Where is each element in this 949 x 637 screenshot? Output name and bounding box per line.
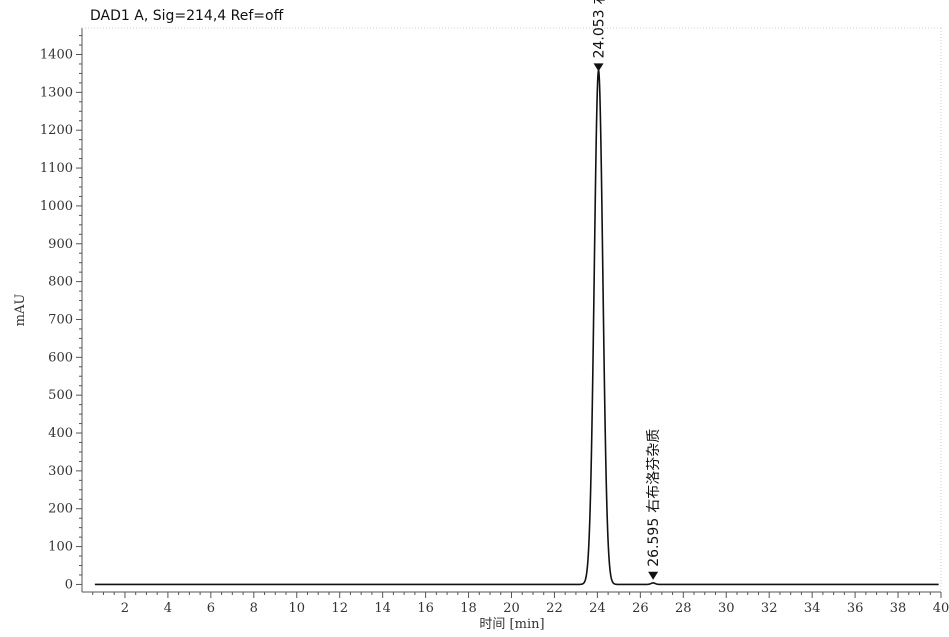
y-tick-label: 100 xyxy=(48,540,73,555)
x-tick-label: 12 xyxy=(331,601,348,616)
peak-marker xyxy=(593,63,604,72)
x-tick-label: 18 xyxy=(460,601,477,616)
x-tick-label: 14 xyxy=(374,601,391,616)
x-tick-label: 10 xyxy=(288,601,305,616)
y-tick-label: 800 xyxy=(48,275,73,290)
x-tick-label: 16 xyxy=(417,601,434,616)
x-tick-label: 26 xyxy=(632,601,649,616)
y-tick-label: 600 xyxy=(48,350,73,365)
y-tick-label: 900 xyxy=(48,237,73,252)
x-tick-label: 4 xyxy=(164,601,172,616)
x-tick-label: 32 xyxy=(761,601,778,616)
x-tick-label: 2 xyxy=(121,601,129,616)
y-tick-label: 1400 xyxy=(40,47,73,62)
y-tick-label: 500 xyxy=(48,388,73,403)
x-tick-label: 40 xyxy=(933,601,949,616)
peak-retention-time: 24.053 xyxy=(592,9,608,58)
chart-title: DAD1 A, Sig=214,4 Ref=off xyxy=(90,8,284,24)
y-tick-label: 300 xyxy=(48,464,73,479)
peak-marker xyxy=(648,571,659,580)
x-tick-label: 24 xyxy=(589,601,606,616)
y-tick-label: 400 xyxy=(48,426,73,441)
x-tick-label: 36 xyxy=(847,601,864,616)
x-tick-label: 34 xyxy=(804,601,821,616)
x-tick-label: 30 xyxy=(718,601,735,616)
y-tick-label: 200 xyxy=(48,502,73,517)
x-tick-label: 28 xyxy=(675,601,692,616)
x-tick-label: 22 xyxy=(546,601,563,616)
axes xyxy=(81,27,942,593)
peak-retention-time: 26.595 xyxy=(646,518,662,567)
y-tick-label: 1000 xyxy=(40,199,73,214)
y-tick-label: 0 xyxy=(65,577,73,592)
peak-compound-name: 右布洛芬 xyxy=(592,0,608,4)
x-axis-label: 时间 [min] xyxy=(479,617,544,632)
y-axis-label: mAU xyxy=(13,294,28,327)
peak-compound-name: 右布洛芬杂质 xyxy=(646,429,662,513)
peak-label: 24.053 右布洛芬 xyxy=(592,0,608,58)
y-tick-label: 1300 xyxy=(40,85,73,100)
ticks: 2 4 6 8 10 12 14 16 18 20 22 24 26 28 30 32 34 36 38 400100… xyxy=(40,35,949,616)
x-tick-label: 20 xyxy=(503,601,520,616)
x-tick-label: 8 xyxy=(250,601,258,616)
y-tick-label: 700 xyxy=(48,312,73,327)
peak-label: 26.595 右布洛芬杂质 xyxy=(646,429,662,567)
series xyxy=(94,68,939,586)
annotations: 24.053 右布洛芬 26.595 右布洛芬杂质 xyxy=(592,0,662,580)
y-tick-label: 1200 xyxy=(40,123,73,138)
y-tick-label: 1100 xyxy=(40,161,73,176)
x-tick-label: 6 xyxy=(207,601,215,616)
chromatogram-trace xyxy=(94,68,939,586)
x-tick-label: 38 xyxy=(890,601,907,616)
